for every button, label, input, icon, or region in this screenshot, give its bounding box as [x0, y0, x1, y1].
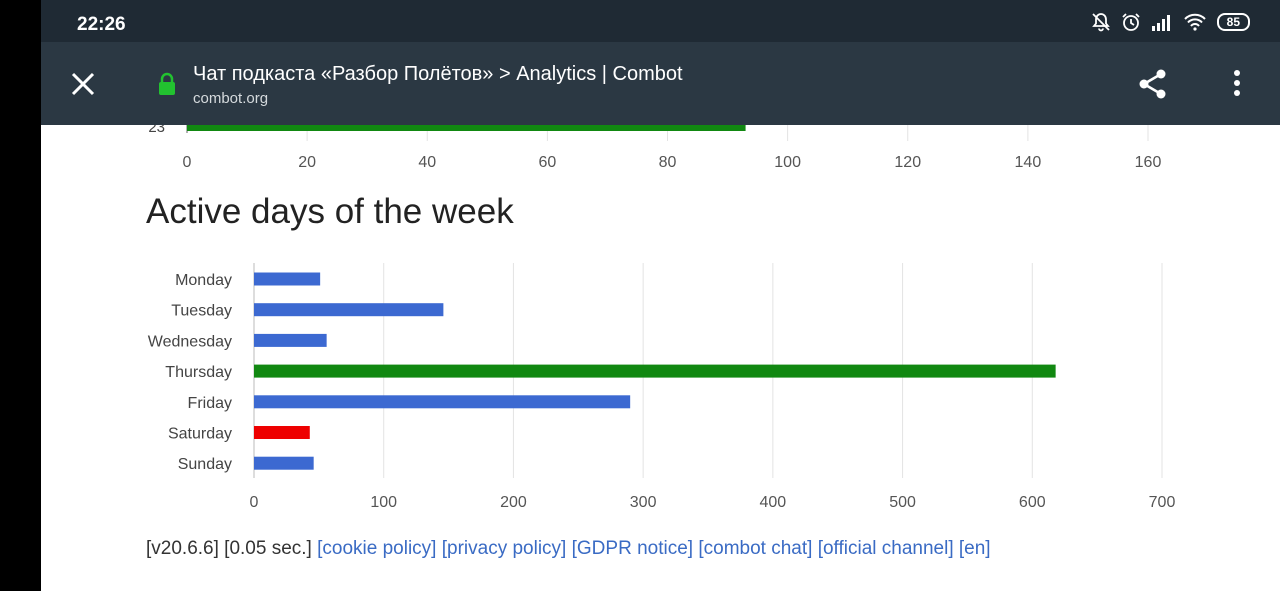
days-chart-bar [254, 272, 321, 286]
status-icons: 85 [1091, 12, 1250, 32]
days-chart-bar [254, 456, 314, 470]
lock-icon [159, 72, 175, 95]
days-chart-tick-label: 300 [630, 494, 657, 511]
footer: [v20.6.6] [0.05 sec.] [cookie policy] [p… [146, 538, 991, 560]
top-chart-bar [187, 125, 746, 131]
days-chart-category-label: Friday [188, 395, 232, 412]
section-title: Active days of the week [146, 192, 514, 231]
days-chart-category-label: Thursday [165, 364, 232, 381]
top-chart-tick-label: 40 [418, 154, 436, 171]
footer-link-cookie-policy[interactable]: [cookie policy] [317, 538, 437, 559]
days-chart-tick-label: 700 [1149, 494, 1176, 511]
top-chart-tick-label: 80 [659, 154, 677, 171]
top-chart-tick-label: 120 [894, 154, 921, 171]
footer-version: [v20.6.6] [0.05 sec.] [146, 538, 312, 559]
days-chart-tick-label: 600 [1019, 494, 1046, 511]
footer-link-gdpr-notice[interactable]: [GDPR notice] [571, 538, 694, 559]
top-chart-tick-label: 0 [183, 154, 192, 171]
days-chart-category-label: Sunday [178, 456, 232, 473]
footer-link-privacy-policy[interactable]: [privacy policy] [441, 538, 567, 559]
more-vert-icon[interactable] [1227, 69, 1247, 99]
mute-bell-icon [1091, 13, 1110, 32]
top-hour-chart: 23 0 20 40 60 80 100 120 140 160 [148, 125, 1162, 171]
days-chart-bar [254, 426, 310, 439]
status-bar: 22:26 8 [41, 0, 1280, 42]
days-chart-category-label: Monday [175, 272, 232, 289]
days-chart-bar [254, 333, 327, 347]
days-chart-tick-label: 400 [760, 494, 787, 511]
days-chart-tick-label: 0 [250, 494, 259, 511]
close-icon[interactable] [69, 70, 97, 98]
days-chart-bar [254, 303, 444, 317]
days-chart-category-label: Tuesday [171, 303, 232, 320]
days-chart-bar [254, 364, 1056, 378]
signal-icon [1151, 15, 1170, 31]
alarm-icon [1122, 13, 1140, 31]
days-chart-category-label: Saturday [168, 426, 232, 443]
footer-link-language[interactable]: [en] [958, 538, 991, 559]
days-chart-tick-label: 500 [889, 494, 916, 511]
days-chart-tick-label: 100 [370, 494, 397, 511]
days-chart-bar [254, 395, 631, 409]
top-chart-tick-label: 140 [1015, 154, 1042, 171]
top-chart-tick-label: 160 [1135, 154, 1162, 171]
top-chart-tick-label: 60 [538, 154, 556, 171]
share-icon[interactable] [1137, 68, 1169, 100]
footer-link-official-channel[interactable]: [official channel] [817, 538, 954, 559]
page-content: 23 0 20 40 60 80 100 120 140 160 Active days of … [41, 125, 1280, 591]
top-chart-tick-label: 20 [298, 154, 316, 171]
active-days-chart: Monday Tuesday Wednesday Thursday Friday Satu… [148, 263, 1176, 511]
top-chart-tick-label: 100 [774, 154, 801, 171]
page-title: Чат подкаста «Разбор Полётов» > Analytic… [193, 63, 683, 85]
footer-link-combot-chat[interactable]: [combot chat] [698, 538, 813, 559]
days-chart-tick-label: 200 [500, 494, 527, 511]
browser-toolbar: Чат подкаста «Разбор Полётов» > Analytic… [41, 42, 1280, 125]
days-chart-category-label: Wednesday [148, 333, 232, 350]
status-time: 22:26 [77, 14, 126, 35]
browser-screen: 22:26 8 [41, 0, 1280, 591]
battery-icon: 85 [1216, 13, 1250, 31]
wifi-icon [1183, 13, 1206, 31]
page-domain: combot.org [193, 90, 269, 107]
top-chart-category-label: 23 [148, 125, 165, 136]
